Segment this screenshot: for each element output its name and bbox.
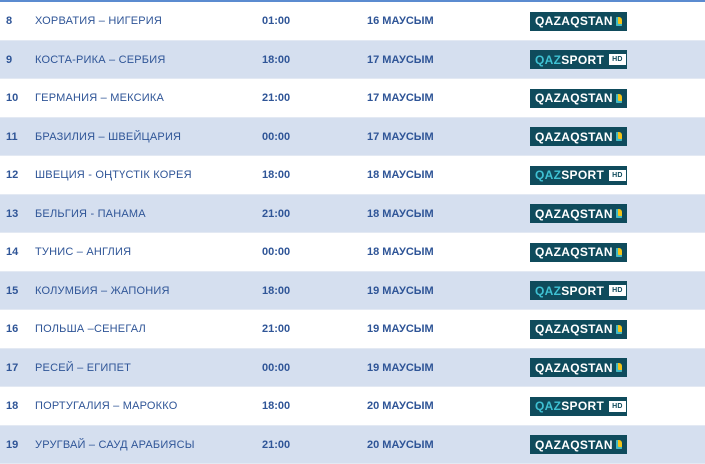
- match-teams: БЕЛЬГИЯ - ПАНАМА: [35, 207, 146, 220]
- logo-square-icon: [615, 247, 622, 257]
- match-teams: ТУНИС – АНГЛИЯ: [35, 246, 132, 259]
- table-row: 18 ПОРТУГАЛИЯ – МАРОККО 18:00 20 МАУСЫМ …: [0, 387, 705, 426]
- match-date: 20 МАУСЫМ: [367, 438, 434, 451]
- logo-square-icon: [615, 132, 622, 142]
- channel-logo: QAZAQSTAN: [530, 319, 627, 339]
- table-row: 8 ХОРВАТИЯ – НИГЕРИЯ 01:00 16 МАУСЫМ QAZ…: [0, 2, 705, 41]
- table-row: 19 УРУГВАЙ – САУД АРАБИЯСЫ 21:00 20 МАУС…: [0, 425, 705, 464]
- channel-logo: QAZAQSTAN: [530, 358, 627, 378]
- match-date: 19 МАУСЫМ: [367, 323, 434, 336]
- table-row: 13 БЕЛЬГИЯ - ПАНАМА 21:00 18 МАУСЫМ QAZA…: [0, 194, 705, 233]
- match-number: 18: [6, 400, 19, 413]
- match-time: 21:00: [262, 323, 291, 336]
- match-time: 00:00: [262, 361, 291, 374]
- match-date: 19 МАУСЫМ: [367, 361, 434, 374]
- match-teams: РЕСЕЙ – ЕГИПЕТ: [35, 361, 132, 374]
- match-teams: ПОРТУГАЛИЯ – МАРОККО: [35, 400, 178, 413]
- match-number: 8: [6, 15, 13, 28]
- match-teams: КОЛУМБИЯ – ЖАПОНИЯ: [35, 284, 170, 297]
- table-row: 14 ТУНИС – АНГЛИЯ 00:00 18 МАУСЫМ QAZAQS…: [0, 233, 705, 272]
- match-time: 18:00: [262, 53, 291, 66]
- channel-logo: QAZAQSTAN: [530, 127, 627, 147]
- match-time: 00:00: [262, 130, 291, 143]
- match-number: 14: [6, 246, 19, 259]
- match-time: 21:00: [262, 438, 291, 451]
- match-teams: ШВЕЦИЯ - ОҢТҮСТІК КОРЕЯ: [35, 169, 192, 182]
- match-teams: УРУГВАЙ – САУД АРАБИЯСЫ: [35, 438, 195, 451]
- logo-square-icon: [615, 16, 622, 26]
- match-time: 18:00: [262, 169, 291, 182]
- channel-logo: QAZAQSTAN: [530, 242, 627, 262]
- table-row: 16 ПОЛЬША –СЕНЕГАЛ 21:00 19 МАУСЫМ QAZAQ…: [0, 310, 705, 349]
- match-teams: ПОЛЬША –СЕНЕГАЛ: [35, 323, 146, 336]
- match-teams: ГЕРМАНИЯ – МЕКСИКА: [35, 92, 165, 105]
- match-number: 13: [6, 207, 19, 220]
- match-number: 17: [6, 361, 19, 374]
- channel-logo: QAZAQSTAN: [530, 88, 627, 108]
- channel-logo: QAZAQSTAN: [530, 11, 627, 31]
- channel-logo: QAZ SPORT HD: [530, 50, 627, 70]
- match-time: 18:00: [262, 284, 291, 297]
- channel-logo: QAZAQSTAN: [530, 204, 627, 224]
- match-time: 00:00: [262, 246, 291, 259]
- match-date: 19 МАУСЫМ: [367, 284, 434, 297]
- match-date: 16 МАУСЫМ: [367, 15, 434, 28]
- match-number: 10: [6, 92, 19, 105]
- table-row: 12 ШВЕЦИЯ - ОҢТҮСТІК КОРЕЯ 18:00 18 МАУС…: [0, 156, 705, 195]
- table-row: 10 ГЕРМАНИЯ – МЕКСИКА 21:00 17 МАУСЫМ QA…: [0, 79, 705, 118]
- match-time: 21:00: [262, 92, 291, 105]
- match-date: 17 МАУСЫМ: [367, 53, 434, 66]
- table-row: 17 РЕСЕЙ – ЕГИПЕТ 00:00 19 МАУСЫМ QAZAQS…: [0, 348, 705, 387]
- match-number: 19: [6, 438, 19, 451]
- match-date: 17 МАУСЫМ: [367, 92, 434, 105]
- match-number: 11: [6, 130, 18, 143]
- channel-logo: QAZ SPORT HD: [530, 281, 627, 301]
- channel-logo: QAZ SPORT HD: [530, 396, 627, 416]
- logo-square-icon: [615, 93, 622, 103]
- logo-square-icon: [615, 440, 622, 450]
- match-teams: КОСТА-РИКА – СЕРБИЯ: [35, 53, 166, 66]
- match-time: 21:00: [262, 207, 291, 220]
- logo-square-icon: [615, 209, 622, 219]
- logo-square-icon: [615, 324, 622, 334]
- channel-logo: QAZ SPORT HD: [530, 165, 627, 185]
- table-row: 11 БРАЗИЛИЯ – ШВЕЙЦАРИЯ 00:00 17 МАУСЫМ …: [0, 117, 705, 156]
- match-time: 01:00: [262, 15, 291, 28]
- match-date: 20 МАУСЫМ: [367, 400, 434, 413]
- match-teams: ХОРВАТИЯ – НИГЕРИЯ: [35, 15, 163, 28]
- match-date: 18 МАУСЫМ: [367, 246, 434, 259]
- channel-logo: QAZAQSTAN: [530, 435, 627, 455]
- logo-square-icon: [615, 363, 622, 373]
- match-number: 12: [6, 169, 19, 182]
- match-number: 15: [6, 284, 19, 297]
- match-number: 16: [6, 323, 19, 336]
- match-date: 18 МАУСЫМ: [367, 169, 434, 182]
- table-row: 15 КОЛУМБИЯ – ЖАПОНИЯ 18:00 19 МАУСЫМ QA…: [0, 271, 705, 310]
- table-row: 9 КОСТА-РИКА – СЕРБИЯ 18:00 17 МАУСЫМ QA…: [0, 40, 705, 79]
- match-date: 17 МАУСЫМ: [367, 130, 434, 143]
- match-teams: БРАЗИЛИЯ – ШВЕЙЦАРИЯ: [35, 130, 182, 143]
- match-number: 9: [6, 53, 13, 66]
- match-time: 18:00: [262, 400, 291, 413]
- match-date: 18 МАУСЫМ: [367, 207, 434, 220]
